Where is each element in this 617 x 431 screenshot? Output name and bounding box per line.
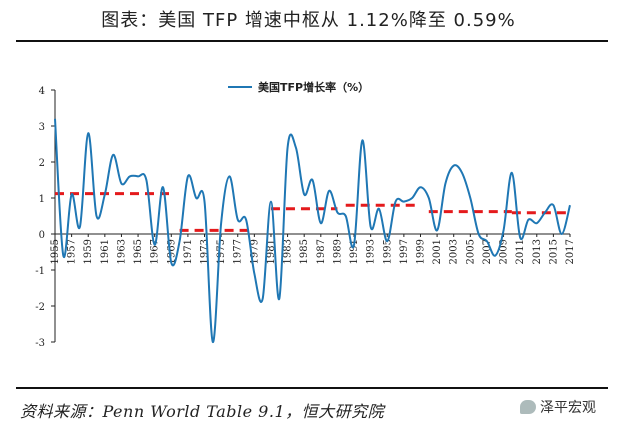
y-tick-label: -2 (35, 302, 45, 313)
x-tick-label: 2003 (449, 239, 460, 264)
x-tick-label: 2001 (432, 239, 443, 264)
x-tick-label: 1989 (332, 239, 343, 264)
source-note: 资料来源：Penn World Table 9.1，恒大研究院 (20, 402, 385, 421)
y-tick-label: -1 (35, 266, 45, 277)
wechat-icon (520, 400, 536, 414)
x-tick-label: 2005 (465, 239, 476, 264)
y-tick-label: -3 (35, 338, 45, 349)
x-tick-label: 1963 (116, 239, 127, 264)
x-tick-label: 2011 (515, 239, 526, 264)
x-tick-label: 1999 (415, 239, 426, 264)
x-tick-label: 1985 (299, 239, 310, 264)
x-tick-label: 1955 (50, 239, 61, 264)
x-tick-label: 1981 (266, 239, 277, 264)
x-tick-label: 2013 (532, 239, 543, 264)
y-tick-labels: -3 -2 -1 0 1 2 3 4 (35, 86, 45, 349)
x-tick-label: 2017 (565, 239, 576, 264)
x-tick-label: 2009 (499, 239, 510, 264)
legend: 美国TFP增长率（%） (228, 80, 369, 94)
x-tick-label: 1961 (100, 239, 111, 264)
series-lines (54, 118, 571, 344)
x-tick-label: 1965 (133, 239, 144, 264)
x-tick-label: 1987 (316, 239, 327, 264)
x-tick-label: 1959 (83, 239, 94, 264)
x-tick-label: 1969 (166, 239, 177, 264)
x-tick-label: 1991 (349, 239, 360, 264)
footer-rule (16, 387, 608, 389)
watermark-text: 泽平宏观 (540, 400, 596, 416)
watermark: 泽平宏观 (516, 396, 600, 418)
page-title: 图表：美国 TFP 增速中枢从 1.12%降至 0.59% (101, 10, 516, 31)
x-tick-label: 1967 (150, 239, 161, 264)
mean-segments (55, 192, 570, 232)
x-tick-label: 1975 (216, 239, 227, 264)
x-tick-label: 1983 (283, 239, 294, 264)
x-tick-labels: 1955 1957 1959 1961 1963 1965 1967 1969 1971 1973… (50, 239, 576, 264)
y-tick-label: 4 (39, 86, 45, 97)
x-tick-label: 1971 (183, 239, 194, 264)
x-tick-label: 2007 (482, 239, 493, 264)
y-tick-label: 1 (39, 194, 45, 205)
series-line (54, 118, 571, 344)
x-tick-label: 2015 (548, 239, 559, 264)
x-tick-label: 1993 (366, 239, 377, 264)
x-tick-label: 1997 (399, 239, 410, 264)
legend-label: 美国TFP增长率（%） (258, 80, 369, 94)
x-tick-label: 1973 (200, 239, 211, 264)
x-tick-label: 1957 (67, 239, 78, 264)
y-tick-label: 2 (39, 158, 45, 169)
x-tick-label: 1977 (233, 239, 244, 264)
y-tick-label: 0 (39, 230, 45, 241)
y-tick-label: 3 (39, 122, 45, 133)
axes (51, 89, 571, 343)
x-tick-label: 1979 (249, 239, 260, 264)
x-tick-label: 1995 (382, 239, 393, 264)
title-rule (16, 40, 608, 42)
